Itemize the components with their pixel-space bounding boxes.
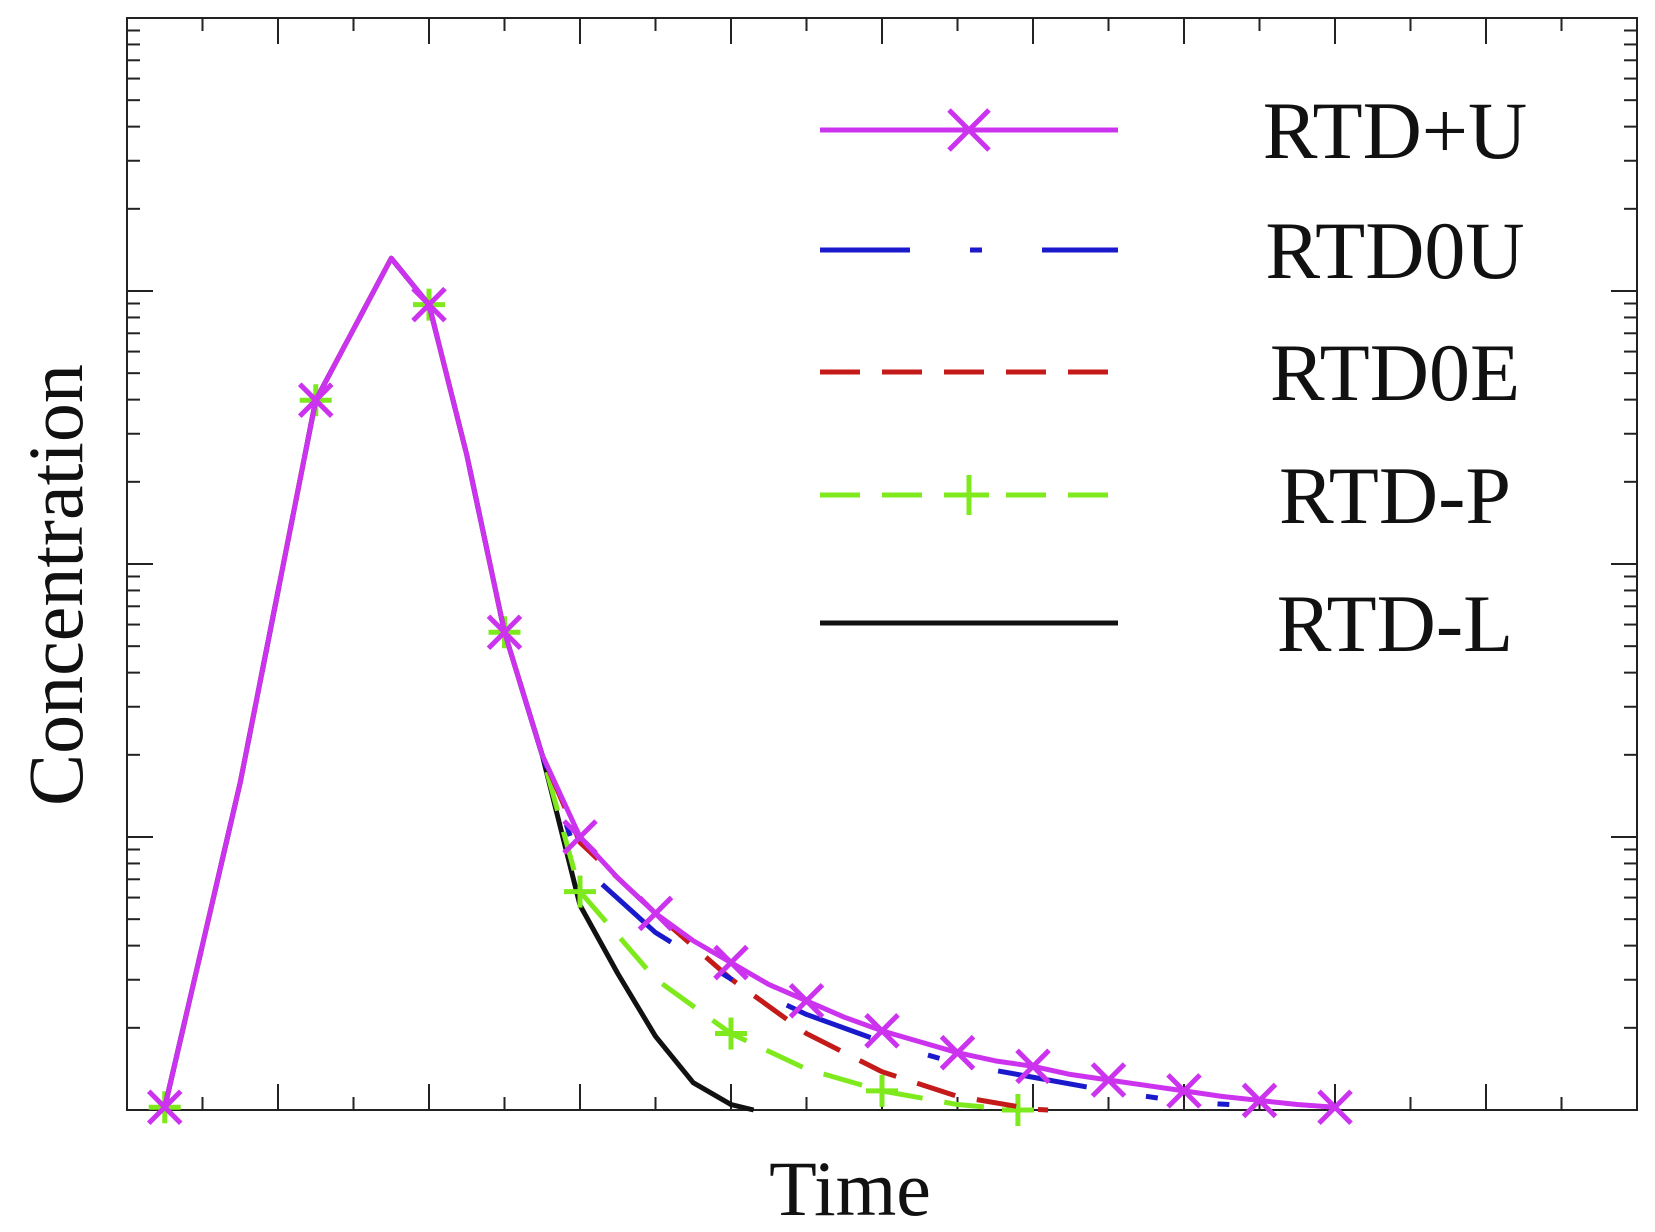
data-point-b — [411, 286, 447, 323]
legend-marker-b — [947, 108, 991, 152]
legend-item-rtd-p: RTD-P — [820, 450, 1511, 541]
legend-label: RTD0U — [1265, 205, 1524, 296]
legend: RTD+U RTD0U RTD0E RTD-P RTD-L — [820, 85, 1527, 669]
data-point-b — [1015, 1048, 1051, 1085]
plot-border — [126, 17, 1638, 1111]
legend-label: RTD0E — [1270, 327, 1520, 418]
data-point-b — [864, 1013, 900, 1049]
plot-area — [126, 17, 1638, 1111]
data-point-b — [1241, 1082, 1278, 1119]
series-line — [162, 255, 1019, 1113]
x-axis-title: Time — [769, 1145, 931, 1232]
data-point-b — [939, 1034, 976, 1071]
legend-label: RTD+U — [1263, 85, 1528, 176]
series-rtd-l — [162, 255, 755, 1113]
legend-item-rtd0u: RTD0U — [820, 205, 1525, 296]
legend-label: RTD-L — [1277, 578, 1513, 669]
series-line — [162, 255, 1336, 1110]
data-point-b — [486, 614, 523, 651]
data-point-b — [713, 944, 749, 981]
data-point-b — [297, 382, 334, 418]
data-point-b — [562, 819, 598, 855]
series-rtd-u — [146, 255, 1353, 1126]
legend-item-rtd-u: RTD+U — [820, 85, 1527, 176]
axis-ticks — [127, 17, 1637, 1111]
data-point-b — [788, 983, 825, 1019]
series-line — [162, 255, 755, 1113]
series-rtd-p — [148, 255, 1034, 1126]
legend-item-rtd-l: RTD-L — [820, 578, 1513, 669]
legend-item-rtd0e: RTD0E — [820, 327, 1520, 418]
data-point-b — [1166, 1073, 1202, 1109]
series-rtd0e — [162, 255, 1049, 1113]
data-point-b — [146, 1089, 183, 1126]
series-layer — [146, 255, 1353, 1126]
series-line — [162, 255, 1049, 1113]
data-point-b — [1317, 1089, 1353, 1126]
data-point-b — [637, 895, 674, 932]
legend-label: RTD-P — [1279, 450, 1511, 541]
y-axis-title: Concentration — [12, 364, 99, 806]
data-point-b — [1090, 1062, 1127, 1098]
